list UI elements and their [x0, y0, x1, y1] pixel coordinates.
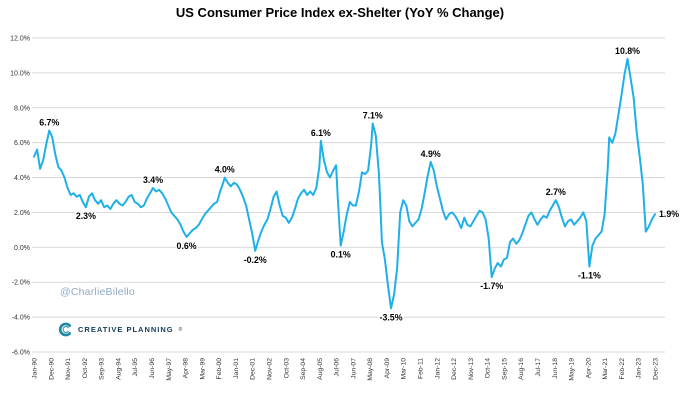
x-tick-label: Mar-21: [602, 358, 609, 380]
annotation-label: 0.1%: [331, 250, 351, 260]
x-tick-label: Jul-17: [535, 358, 542, 377]
x-tick-label: Dec-12: [451, 358, 458, 380]
creative-planning-wordmark: CREATIVE PLANNING: [78, 325, 174, 334]
annotation-label: -1.7%: [480, 281, 503, 291]
annotation-label: 4.9%: [421, 149, 441, 159]
y-tick-label: -2.0%: [12, 280, 30, 287]
x-tick-label: Jul-95: [132, 358, 139, 377]
x-tick-label: Jan-12: [434, 358, 441, 379]
y-tick-label: 8.0%: [14, 105, 30, 112]
x-tick-label: Dec-01: [250, 358, 257, 380]
creative-planning-logo: CREATIVE PLANNING ®: [58, 322, 182, 337]
annotation-label: 6.7%: [39, 117, 59, 127]
annotation-label: 3.4%: [143, 175, 163, 185]
annotation-label: 2.3%: [76, 211, 96, 221]
annotation-label: 6.1%: [311, 128, 331, 138]
chart-title: US Consumer Price Index ex-Shelter (YoY …: [175, 5, 505, 20]
y-tick-label: -4.0%: [12, 315, 30, 322]
y-tick-label: 2.0%: [14, 210, 30, 217]
x-tick-label: Apr-20: [585, 358, 592, 379]
annotation-label: 10.8%: [615, 46, 640, 56]
y-tick-label: -6.0%: [12, 350, 30, 357]
x-tick-label: Aug-05: [317, 358, 324, 380]
x-tick-label: Apr-98: [183, 358, 190, 379]
x-tick-label: Dec-90: [48, 358, 55, 380]
y-tick-label: 4.0%: [14, 175, 30, 182]
x-axis-tick-labels: Jan-90 Dec-90 Nov-91 Oct-92 Sep-93 Aug-94 Jul-…: [32, 358, 660, 381]
x-tick-label: Jan-90: [32, 358, 39, 379]
twitter-handle-watermark: @CharlieBilello: [60, 286, 135, 298]
x-tick-label: Dec-23: [653, 358, 660, 380]
x-tick-label: Oct-92: [82, 358, 89, 379]
x-tick-label: Sep-04: [300, 358, 307, 380]
x-tick-label: Sep-93: [99, 358, 106, 380]
y-axis-tick-labels: 12.0% 10.0% 8.0% 6.0% 4.0% 2.0% 0.0% -2.0% -4.0%…: [10, 36, 30, 357]
x-tick-label: Nov-13: [468, 358, 475, 380]
annotation-label: 4.0%: [215, 165, 235, 175]
x-tick-label: Apr-09: [384, 358, 391, 379]
x-tick-label: Jun-07: [350, 358, 357, 379]
y-tick-label: 0.0%: [14, 245, 30, 252]
x-tick-label: Feb-11: [418, 358, 425, 379]
x-tick-label: Jan-23: [636, 358, 643, 379]
annotation-label: 2.7%: [546, 187, 566, 197]
x-tick-label: May-97: [166, 358, 173, 381]
registered-mark: ®: [178, 326, 183, 333]
annotation-label: -1.1%: [578, 271, 601, 281]
x-tick-label: Aug-16: [518, 358, 525, 380]
x-tick-label: Feb-22: [619, 358, 626, 380]
x-tick-label: May-19: [569, 358, 576, 381]
y-tick-label: 10.0%: [10, 70, 30, 77]
annotation-label: 7.1%: [363, 110, 383, 120]
x-tick-label: Mar-99: [199, 358, 206, 380]
gridlines: [32, 37, 665, 353]
x-tick-label: Aug-94: [115, 358, 122, 380]
x-tick-label: Nov-91: [65, 358, 72, 380]
x-tick-label: Jun-96: [149, 358, 156, 379]
x-tick-label: Jan-01: [233, 358, 240, 379]
annotation-label: 0.6%: [177, 241, 197, 251]
x-tick-label: Mar-10: [401, 358, 408, 380]
x-tick-label: Jul-06: [334, 358, 341, 377]
x-tick-label: Oct-03: [283, 358, 290, 379]
x-tick-label: Jun-18: [552, 358, 559, 379]
cpi-series-line: [33, 57, 656, 310]
creative-planning-c-icon: [58, 322, 72, 337]
x-tick-label: Oct-14: [485, 358, 492, 379]
y-tick-label: 6.0%: [14, 140, 30, 147]
annotation-label: -3.5%: [380, 312, 403, 322]
x-tick-label: Sep-15: [501, 358, 508, 380]
data-annotations: 6.7% 2.3% 3.4% 0.6% 4.0% -0.2% 6.1% 0.1% 7.1% -3.…: [38, 44, 680, 323]
x-tick-label: Nov-02: [266, 358, 273, 380]
y-tick-label: 12.0%: [10, 36, 30, 43]
annotation-label: 1.9%: [659, 209, 679, 219]
x-tick-label: Feb-00: [216, 358, 223, 380]
x-tick-label: May-08: [367, 358, 374, 381]
annotation-label: -0.2%: [244, 255, 267, 265]
